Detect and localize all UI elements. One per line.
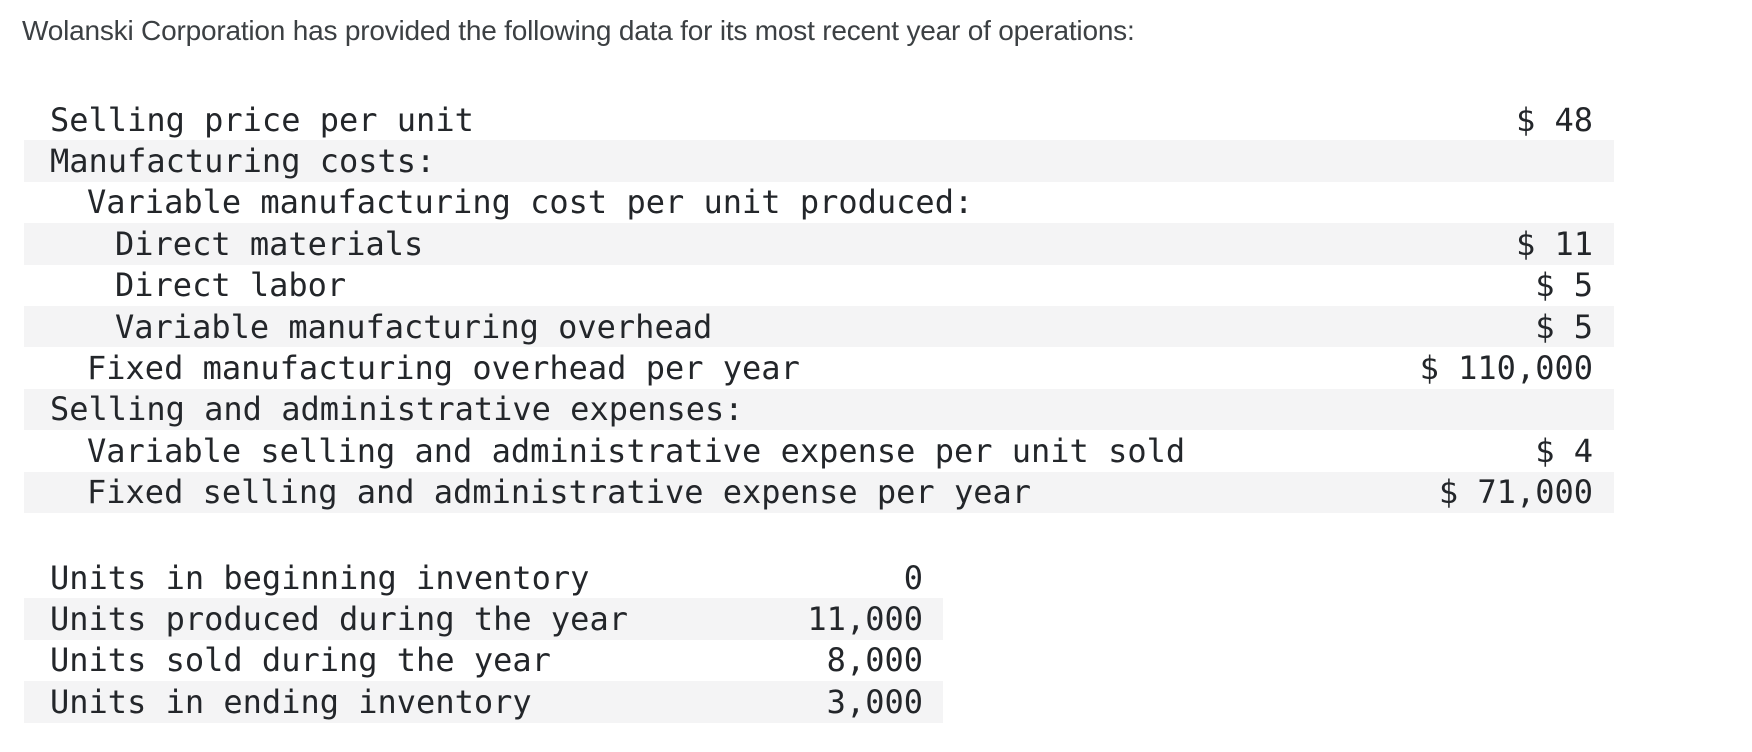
row-value: $ 5 [1535, 307, 1593, 346]
table-row: Variable manufacturing overhead $ 5 [24, 305, 1614, 348]
row-value: 11,000 [807, 600, 923, 639]
row-value: $ 5 [1535, 266, 1593, 305]
row-value: 3,000 [826, 682, 923, 721]
row-label: Units in ending inventory [50, 682, 532, 721]
row-label: Selling and administrative expenses: [50, 390, 744, 429]
row-label: Direct labor [115, 266, 347, 305]
table-row: Manufacturing costs: [24, 140, 1614, 182]
row-label: Units sold during the year [50, 641, 551, 680]
table-row: Units in beginning inventory 0 [24, 557, 943, 598]
row-value: $ 71,000 [1438, 473, 1593, 512]
table-row: Units sold during the year 8,000 [24, 640, 943, 681]
page-title: Wolanski Corporation has provided the fo… [22, 15, 1135, 46]
row-value: 8,000 [826, 641, 923, 680]
row-label: Variable manufacturing cost per unit pro… [87, 183, 974, 222]
row-value: $ 4 [1535, 431, 1593, 470]
row-label: Variable selling and administrative expe… [87, 431, 1186, 470]
row-label: Units in beginning inventory [50, 558, 590, 597]
units-data-table: Units in beginning inventory 0 Units produ… [24, 557, 943, 723]
row-label: Fixed manufacturing overhead per year [87, 349, 800, 388]
row-value: $ 110,000 [1419, 349, 1593, 388]
table-row: Selling and administrative expenses: [24, 388, 1614, 431]
row-label: Units produced during the year [50, 600, 628, 639]
table-row: Variable selling and administrative expe… [24, 430, 1614, 471]
row-value: $ 11 [1515, 224, 1593, 263]
table-row: Selling price per unit $ 48 [24, 99, 1614, 140]
cost-data-table: Selling price per unit $ 48 Manufacturing … [24, 99, 1614, 513]
table-row: Fixed selling and administrative expense… [24, 471, 1614, 513]
row-value: 0 [903, 558, 923, 597]
table-row: Direct labor $ 5 [24, 265, 1614, 306]
row-label: Fixed selling and administrative expense… [87, 473, 1032, 512]
row-label: Variable manufacturing overhead [115, 307, 713, 346]
table-row: Units produced during the year 11,000 [24, 598, 943, 640]
table-row: Fixed manufacturing overhead per year $ 1… [24, 347, 1614, 388]
row-label: Direct materials [115, 224, 424, 263]
row-label: Manufacturing costs: [50, 142, 436, 181]
row-label: Selling price per unit [50, 100, 474, 139]
table-row: Variable manufacturing cost per unit pro… [24, 182, 1614, 223]
table-row: Direct materials $ 11 [24, 223, 1614, 265]
table-row: Units in ending inventory 3,000 [24, 681, 943, 723]
row-value: $ 48 [1515, 100, 1593, 139]
